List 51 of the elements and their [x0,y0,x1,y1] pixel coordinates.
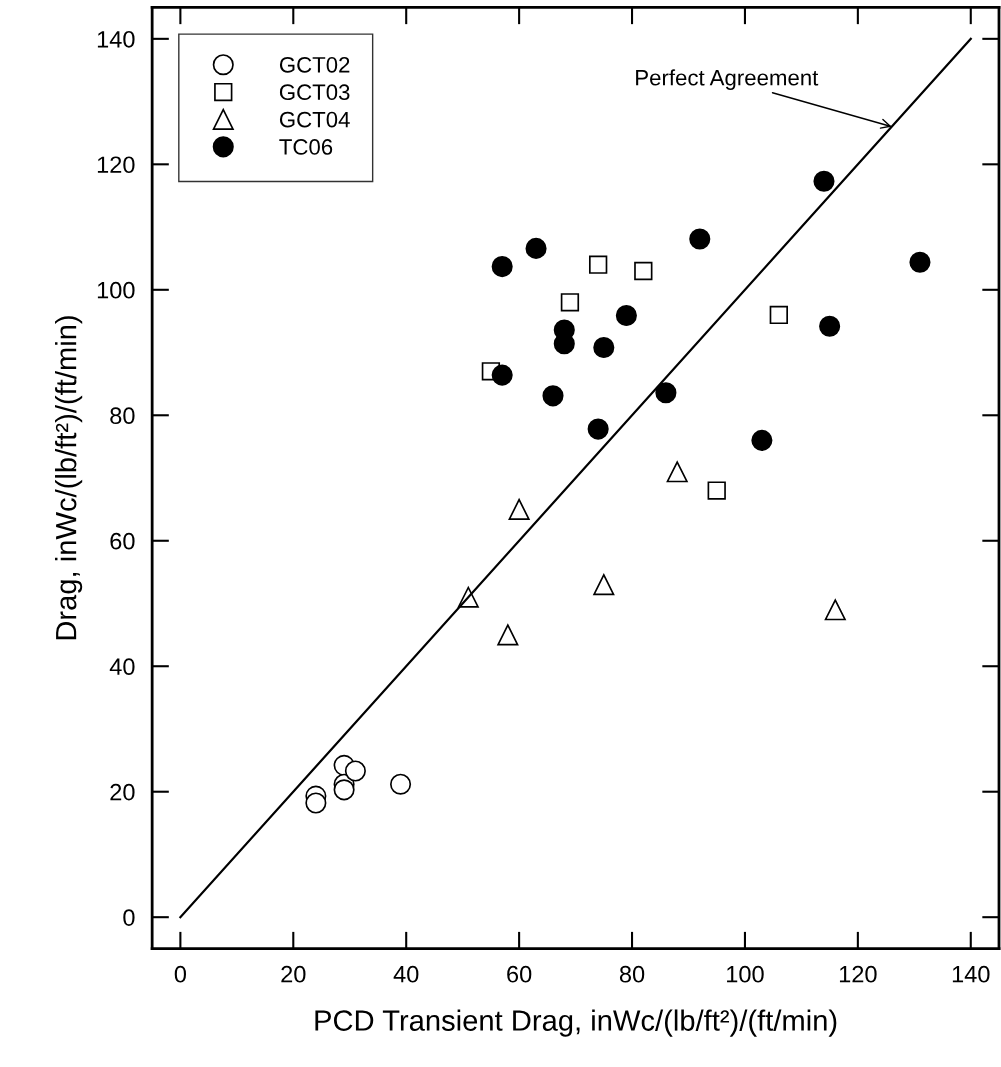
y-tick-label: 0 [123,909,135,926]
y-tick-label: 140 [97,30,135,48]
point [525,237,547,259]
y-axis-title: Drag, inWc/(lb/ft²)/(ft/min) [55,316,83,640]
x-tick-label: 120 [839,965,877,983]
y-tick-label: 60 [110,532,135,550]
point [497,624,519,646]
point [333,779,355,801]
point [593,574,615,596]
point [666,461,688,483]
y-tick-label: 20 [110,783,135,801]
point [615,304,637,327]
point [813,170,835,192]
legend-label: GCT04 [279,111,350,128]
point [588,255,608,274]
point [634,261,653,281]
x-tick-label: 40 [393,965,419,983]
legend-label: TC06 [279,139,333,155]
x-tick-label: 0 [174,965,187,983]
point [689,228,711,250]
x-tick-label: 140 [952,965,990,983]
point [553,333,575,355]
point [909,251,931,273]
point [824,599,846,621]
x-axis-title: PCD Transient Drag, inWc/(lb/ft²)/(ft/min) [315,1009,837,1037]
x-tick-label: 60 [507,965,532,983]
point [305,792,327,814]
x-tick-label: 80 [619,965,645,983]
x-tick-label: 100 [727,965,764,983]
legend-label: GCT03 [279,84,350,101]
point [491,364,513,386]
point [491,256,513,278]
x-tick-label: 20 [281,965,306,983]
point [655,382,677,404]
legend-label: GCT02 [279,56,350,73]
point [508,498,530,520]
y-tick-label: 120 [97,156,135,174]
annotation: Perfect Agreement [636,69,819,90]
point [751,429,773,451]
point [560,293,580,312]
y-tick-label: 40 [109,658,135,676]
point [819,315,841,337]
y-tick-label: 80 [110,407,135,425]
point [587,418,609,440]
point [390,773,412,795]
point [769,305,788,325]
point [344,760,366,782]
point [542,385,564,407]
point [707,481,726,500]
point [593,336,615,359]
y-tick-label: 100 [97,281,135,299]
